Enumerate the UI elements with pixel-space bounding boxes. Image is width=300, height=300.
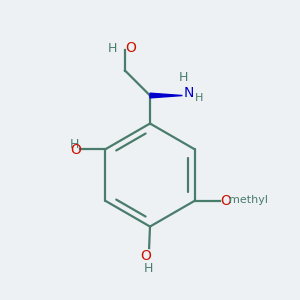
Text: H: H [70,138,79,151]
Polygon shape [150,93,182,98]
Text: H: H [179,71,188,84]
Text: H: H [108,42,118,55]
Text: N: N [184,86,194,100]
Text: H: H [144,262,153,275]
Text: O: O [126,41,136,56]
Text: H: H [195,93,203,103]
Text: O: O [220,194,231,208]
Text: O: O [70,143,81,157]
Text: methyl: methyl [229,195,268,205]
Text: O: O [140,249,151,263]
